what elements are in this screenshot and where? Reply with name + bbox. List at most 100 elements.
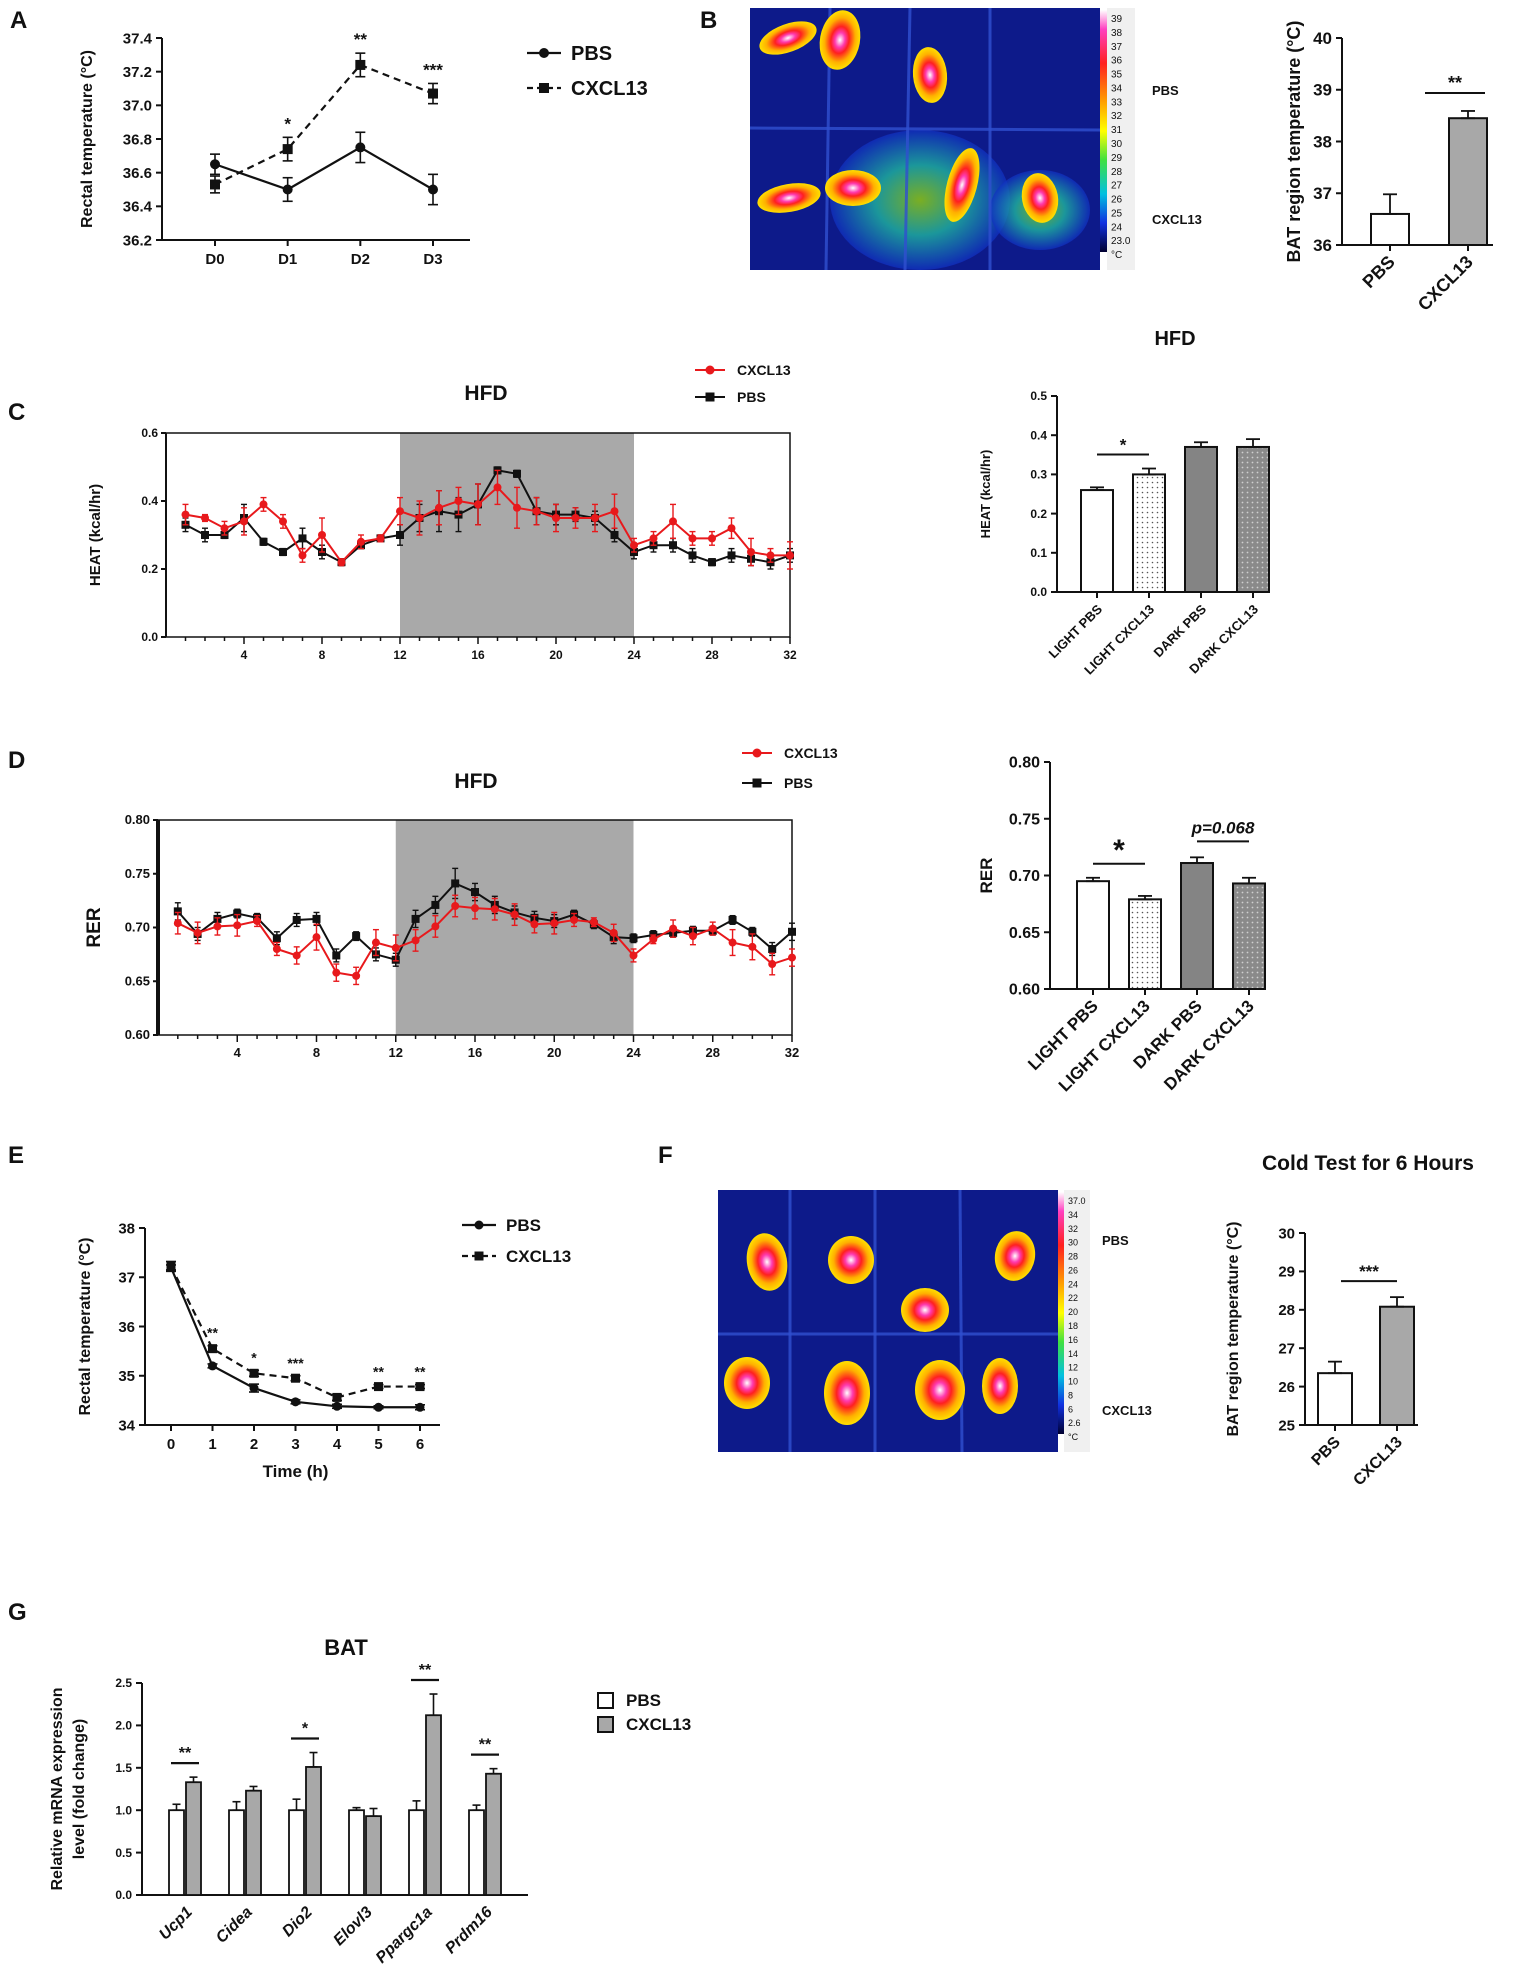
mouse-hotspot xyxy=(824,1361,870,1425)
data-point xyxy=(610,507,619,516)
data-point xyxy=(688,551,697,560)
data-point xyxy=(471,904,479,913)
data-point xyxy=(272,934,281,943)
data-point xyxy=(298,534,307,543)
x-tick-label: D3 xyxy=(423,251,442,268)
x-tick-label: 20 xyxy=(547,1045,561,1060)
series-line-pbs xyxy=(214,146,434,191)
data-point xyxy=(490,905,499,914)
data-point xyxy=(352,971,361,980)
panel-label-c: C xyxy=(8,399,25,426)
y-tick-label: 25 xyxy=(1278,1417,1295,1434)
data-point xyxy=(727,551,736,560)
y-tick-label: 0.1 xyxy=(1030,546,1047,560)
colorbar-label: 29 xyxy=(1111,153,1123,164)
y-tick-label: 37.0 xyxy=(123,98,152,115)
x-tick-label: 28 xyxy=(705,648,719,662)
significance-marker: * xyxy=(251,1349,257,1365)
colorbar-label: 32 xyxy=(1111,111,1123,122)
bar-cxcl13 xyxy=(365,1815,382,1896)
significance-marker: ** xyxy=(354,30,368,49)
y-tick-label: 0.5 xyxy=(115,1846,132,1860)
data-point xyxy=(332,951,341,960)
y-tick-label: 36.8 xyxy=(123,131,152,148)
chart-title: HFD xyxy=(1154,328,1195,350)
bar-pbs xyxy=(348,1809,365,1896)
dark-phase-shading xyxy=(400,433,634,637)
y-axis-title-line2: level (fold change) xyxy=(71,1719,88,1859)
colorbar-label: 22 xyxy=(1068,1293,1078,1303)
data-point xyxy=(788,953,796,962)
data-point xyxy=(357,537,365,546)
significance-marker: *** xyxy=(287,1355,304,1371)
y-tick-label: 38 xyxy=(1313,132,1332,151)
data-point xyxy=(279,548,287,556)
x-tick-label: 5 xyxy=(374,1436,382,1453)
data-point xyxy=(374,1402,383,1412)
y-tick-label: 36 xyxy=(118,1319,135,1336)
data-point xyxy=(688,534,697,543)
significance-marker: ** xyxy=(479,1737,492,1754)
colorbar-label: 31 xyxy=(1111,125,1123,136)
data-point xyxy=(249,1383,259,1393)
data-point xyxy=(318,531,326,539)
bar-cxcl13 xyxy=(185,1781,202,1896)
legend-label-cxcl13: CXCL13 xyxy=(571,78,648,100)
data-point xyxy=(629,951,638,960)
y-tick-label: 35 xyxy=(118,1368,135,1385)
bar xyxy=(1076,880,1110,990)
y-tick-label: 34 xyxy=(118,1417,135,1434)
y-tick-label: 0.0 xyxy=(115,1888,132,1902)
data-point xyxy=(292,915,301,924)
data-point xyxy=(210,159,220,170)
mouse-hotspot xyxy=(994,1231,1036,1281)
data-point xyxy=(233,909,242,918)
y-tick-label: 0.75 xyxy=(125,866,150,881)
significance-marker: ** xyxy=(179,1745,192,1762)
significance-marker: * xyxy=(284,114,291,133)
data-point xyxy=(748,942,757,951)
bar xyxy=(1236,445,1270,593)
data-point xyxy=(396,507,404,516)
bar-pbs xyxy=(168,1809,185,1896)
f-thermal-image: 37.0 34 32 30 28 26 24 22 20 18 16 14 12 10 8 6 2.6 °C PBS… xyxy=(718,1189,1152,1453)
x-tick-label: 4 xyxy=(234,1045,242,1060)
x-axis-title: Time (h) xyxy=(263,1462,329,1481)
legend-label-cxcl13: CXCL13 xyxy=(784,745,838,761)
y-tick-label: 36.6 xyxy=(123,165,152,182)
mouse-hotspot xyxy=(901,1288,949,1332)
bar xyxy=(1184,445,1218,593)
data-point xyxy=(352,932,361,941)
data-point xyxy=(630,541,638,550)
data-point xyxy=(282,184,293,195)
colorbar-label: 28 xyxy=(1068,1252,1078,1262)
series-line-cxcl13 xyxy=(214,63,434,186)
mouse-hotspot xyxy=(746,1233,788,1291)
y-tick-label: 36 xyxy=(1313,236,1332,255)
colorbar-label: 34 xyxy=(1111,83,1123,94)
y-tick-label: 1.5 xyxy=(115,1761,132,1775)
data-point xyxy=(513,469,521,478)
colorbar-label: 10 xyxy=(1068,1377,1078,1387)
data-point xyxy=(291,1397,300,1407)
colorbar-label: °C xyxy=(1111,250,1122,261)
legend-swatch-cxcl13 xyxy=(597,1716,614,1733)
data-point xyxy=(728,915,737,924)
significance-marker: * xyxy=(302,1721,309,1738)
data-point xyxy=(428,88,438,99)
data-point xyxy=(291,1373,300,1383)
legend-swatch-pbs xyxy=(597,1692,614,1709)
data-point xyxy=(415,1402,425,1412)
bar xyxy=(1379,1305,1415,1427)
y-tick-label: 37.2 xyxy=(123,64,152,81)
data-point xyxy=(411,936,420,945)
y-tick-label: 0.4 xyxy=(1030,428,1047,442)
bar xyxy=(1448,117,1488,246)
significance-marker: ** xyxy=(1448,73,1462,93)
y-tick-label: 2.5 xyxy=(115,1676,132,1690)
data-point xyxy=(539,83,549,93)
x-tick-label: CXCL13 xyxy=(1414,252,1477,315)
significance-marker: ** xyxy=(419,1662,432,1679)
